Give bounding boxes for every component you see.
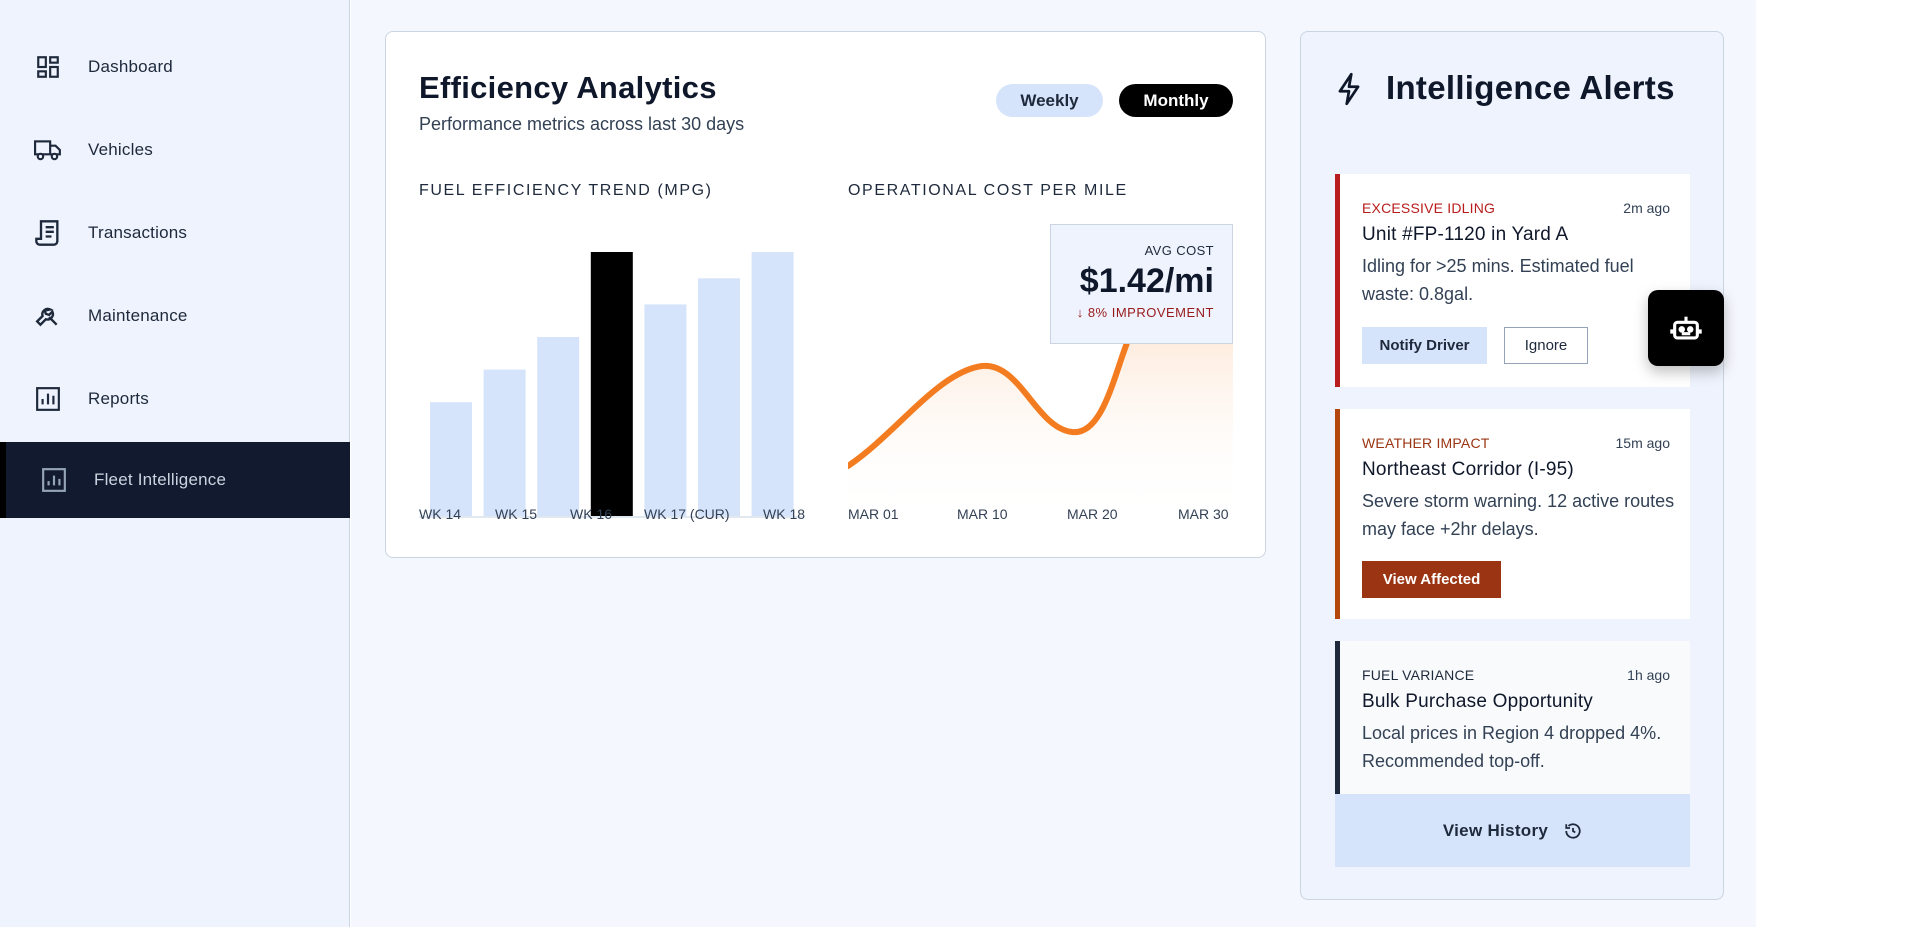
sidebar-item-transactions[interactable]: Transactions — [0, 195, 350, 271]
alert-body: Local prices in Region 4 dropped 4%. Rec… — [1362, 723, 1662, 771]
assistant-button[interactable] — [1648, 290, 1724, 366]
view-affected-button[interactable]: View Affected — [1362, 561, 1501, 598]
cost-chart-title: OPERATIONAL COST PER MILE — [848, 182, 1128, 199]
cost-area-fill — [848, 326, 1233, 518]
sidebar: Dashboard Vehicles Transactions Maintena… — [0, 0, 350, 927]
card-subtitle: Performance metrics across last 30 days — [419, 114, 745, 134]
bar-1 — [483, 369, 526, 518]
alert-heading: Bulk Purchase Opportunity — [1362, 691, 1594, 712]
sidebar-item-dashboard[interactable]: Dashboard — [0, 29, 350, 105]
bar-x-tick: WK 18 — [763, 506, 806, 522]
sidebar-item-label: Vehicles — [88, 140, 153, 159]
alert-body: Severe storm warning. 12 active routes m… — [1362, 491, 1675, 539]
notify-driver-button[interactable]: Notify Driver — [1362, 327, 1487, 364]
line-x-tick: MAR 01 — [848, 506, 899, 522]
lightning-icon — [1335, 72, 1363, 106]
dashboard-icon — [34, 53, 62, 81]
line-x-tick: MAR 10 — [957, 506, 1008, 522]
bar-x-tick: WK 15 — [495, 506, 538, 522]
alert-heading: Unit #FP-1120 in Yard A — [1362, 224, 1569, 245]
view-history-button[interactable]: View History — [1335, 794, 1690, 867]
analytics-icon — [40, 466, 68, 494]
alerts-title: Intelligence Alerts — [1386, 69, 1675, 106]
robot-icon — [1670, 316, 1702, 340]
bar-x-tick: WK 16 — [570, 506, 613, 522]
view-history-label: View History — [1442, 820, 1549, 840]
bar-chart-icon — [34, 385, 62, 413]
sidebar-item-reports[interactable]: Reports — [0, 361, 350, 437]
sidebar-item-fleet-intelligence[interactable]: Fleet Intelligence — [0, 442, 350, 518]
line-x-tick: MAR 20 — [1067, 506, 1118, 522]
bar-x-tick: WK 17 (CUR) — [644, 506, 730, 522]
alert-heading: Northeast Corridor (I-95) — [1362, 459, 1574, 480]
avg-cost-label: AVG COST — [1144, 243, 1214, 258]
line-x-tick: MAR 30 — [1178, 506, 1229, 522]
sidebar-item-label: Transactions — [88, 223, 188, 242]
fuel-chart-title: FUEL EFFICIENCY TREND (MPG) — [419, 182, 713, 199]
operational-cost-line-chart — [845, 252, 1233, 518]
alert-card-weather: WEATHER IMPACT 15m ago Northeast Corrido… — [1335, 409, 1690, 619]
alert-card-idling: EXCESSIVE IDLING 2m ago Unit #FP-1120 in… — [1335, 174, 1690, 387]
avg-cost-value: $1.42/mi — [1079, 262, 1214, 300]
bar-6 — [751, 252, 794, 518]
alert-time: 15m ago — [1615, 435, 1670, 451]
truck-icon — [34, 136, 62, 164]
alert-kind: EXCESSIVE IDLING — [1362, 200, 1496, 216]
alert-time: 2m ago — [1623, 200, 1670, 216]
avg-cost-delta: ↓ 8% IMPROVEMENT — [1076, 305, 1214, 320]
operational-cost-svg — [845, 323, 1233, 518]
cost-line — [845, 323, 1137, 469]
alert-body: Idling for >25 mins. Estimated fuel wast… — [1362, 256, 1634, 304]
intelligence-alerts-panel: Intelligence Alerts EXCESSIVE IDLING 2m … — [1300, 31, 1724, 900]
alert-kind: FUEL VARIANCE — [1362, 667, 1475, 683]
efficiency-analytics-card: Efficiency Analytics Performance metrics… — [385, 31, 1266, 558]
history-icon — [1565, 822, 1581, 839]
bar-3 — [590, 252, 633, 518]
sidebar-item-label: Reports — [88, 389, 149, 408]
sidebar-item-label: Maintenance — [88, 306, 188, 325]
avg-cost-callout: AVG COST $1.42/mi ↓ 8% IMPROVEMENT — [1050, 224, 1233, 344]
alert-card-fuel-variance: FUEL VARIANCE 1h ago Bulk Purchase Oppor… — [1335, 641, 1690, 794]
sidebar-item-label: Fleet Intelligence — [94, 470, 227, 489]
receipt-icon — [34, 219, 62, 247]
fuel-efficiency-bar-chart — [419, 252, 803, 518]
sidebar-item-vehicles[interactable]: Vehicles — [0, 112, 350, 188]
ignore-button[interactable]: Ignore — [1504, 327, 1588, 364]
sidebar-item-maintenance[interactable]: Maintenance — [0, 278, 350, 354]
wrench-icon — [34, 302, 62, 330]
weekly-toggle-button[interactable]: Weekly — [996, 84, 1103, 117]
card-title: Efficiency Analytics — [419, 70, 717, 105]
alert-kind: WEATHER IMPACT — [1362, 435, 1490, 451]
bar-0 — [430, 402, 472, 518]
monthly-toggle-button[interactable]: Monthly — [1119, 84, 1233, 117]
fuel-efficiency-svg — [419, 252, 803, 518]
bar-5 — [698, 278, 740, 518]
sidebar-item-label: Dashboard — [88, 57, 173, 76]
bar-x-tick: WK 14 — [419, 506, 462, 522]
bar-4 — [644, 304, 687, 518]
alert-time: 1h ago — [1627, 667, 1670, 683]
right-margin — [1756, 0, 1920, 927]
bar-2 — [537, 337, 580, 518]
